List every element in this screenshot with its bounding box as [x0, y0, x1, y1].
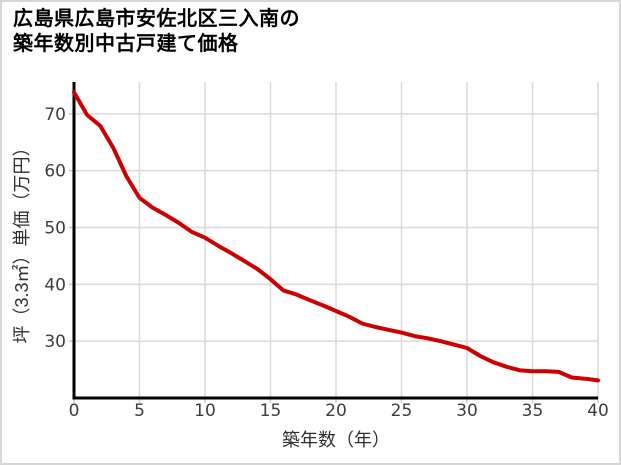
x-tick-label: 10 — [194, 401, 216, 421]
chart-title: 広島県広島市安佐北区三入南の 築年数別中古戸建て価格 — [13, 7, 300, 57]
chart-title-line2: 築年数別中古戸建て価格 — [13, 33, 239, 55]
y-tick-label: 30 — [44, 332, 66, 352]
y-tick-label: 70 — [44, 105, 66, 125]
x-tick-label: 35 — [522, 401, 544, 421]
y-tick-label: 40 — [44, 275, 66, 295]
x-tick-label: 25 — [391, 401, 413, 421]
chart-title-line1: 広島県広島市安佐北区三入南の — [13, 8, 300, 30]
y-tick-label: 50 — [44, 218, 66, 238]
x-tick-label: 15 — [260, 401, 282, 421]
x-axis-label: 築年数（年） — [282, 430, 390, 450]
x-tick-label: 30 — [456, 401, 478, 421]
x-tick-label: 20 — [325, 401, 347, 421]
y-tick-label: 60 — [44, 162, 66, 182]
x-tick-label: 0 — [69, 401, 80, 421]
y-axis-label: 坪（3.3㎡）単価（万円） — [12, 138, 32, 344]
price-line — [72, 90, 600, 383]
x-tick-label: 40 — [587, 401, 609, 421]
x-tick-label: 5 — [134, 401, 145, 421]
